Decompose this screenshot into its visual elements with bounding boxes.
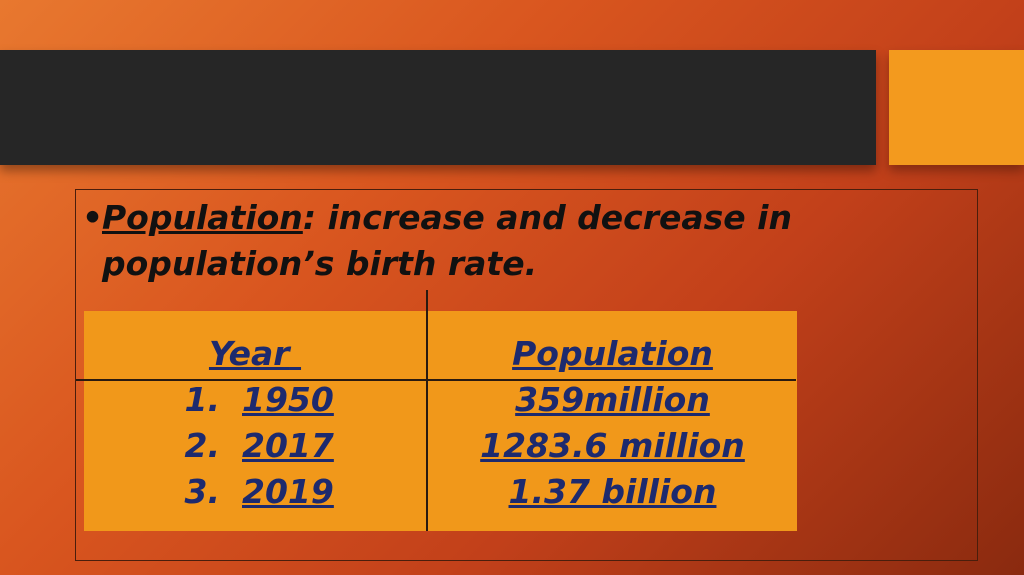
header-year: Year (208, 334, 290, 373)
population-value: 1.37 billion (508, 472, 717, 511)
bullet-rest-line1: : increase and decrease in (302, 198, 792, 237)
row-number: 2. (184, 426, 221, 465)
year-row: 3. 2019 (170, 469, 370, 515)
accent-square (889, 50, 1024, 165)
year-value: 2019 (242, 472, 334, 511)
row-number: 3. (184, 472, 221, 511)
population-table (84, 311, 797, 531)
bullet-icon: • (82, 198, 104, 237)
bullet-text: Population: increase and decrease in pop… (102, 195, 922, 287)
bullet-line2: population’s birth rate. (102, 244, 538, 283)
year-value: 2017 (242, 426, 334, 465)
table-column-divider (426, 290, 428, 531)
title-bar (0, 50, 876, 165)
population-value: 1283.6 million (480, 426, 745, 465)
content-frame (75, 189, 978, 561)
population-value: 359million (515, 380, 710, 419)
year-row: 1. 1950 (170, 377, 370, 423)
year-row: 2. 2017 (170, 423, 370, 469)
header-population: Population (512, 334, 713, 373)
bullet-keyword: Population (102, 198, 303, 237)
table-header-divider (76, 379, 796, 381)
row-number: 1. (184, 380, 221, 419)
year-value: 1950 (242, 380, 334, 419)
